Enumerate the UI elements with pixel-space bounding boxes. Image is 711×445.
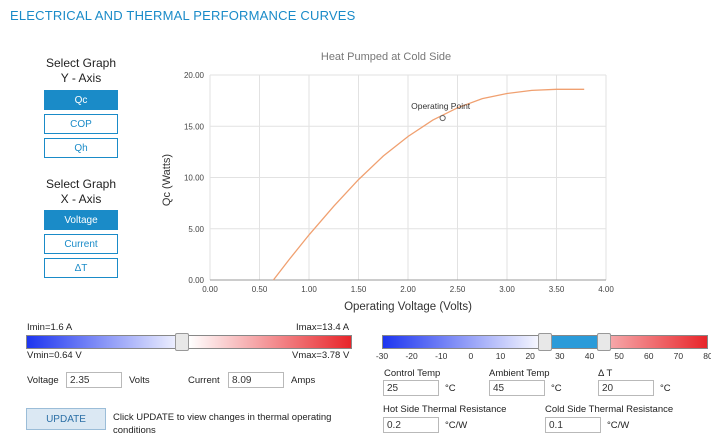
x-axis-label-line2: X - Axis (60, 192, 102, 206)
chart-y-tick-label: 0.00 (188, 276, 204, 285)
temperature-tick-label: -10 (435, 351, 448, 361)
delta-t-field[interactable] (598, 380, 654, 396)
control-temp-thumb[interactable] (538, 333, 552, 351)
current-label: Current (188, 375, 220, 386)
temperature-tick-label: 80 (703, 351, 711, 361)
hot-side-resistance-field[interactable] (383, 417, 439, 433)
temperature-tick-label: -20 (405, 351, 418, 361)
y-axis-selector: Select Graph Y - Axis (36, 56, 126, 86)
cold-side-resistance-field[interactable] (545, 417, 601, 433)
current-field[interactable] (228, 372, 284, 388)
vmax-label: Vmax=3.78 V (292, 350, 350, 361)
control-temp-label: Control Temp (384, 368, 441, 379)
delta-t-label: Δ T (598, 368, 613, 379)
temperature-tick-label: 60 (643, 351, 654, 361)
performance-chart: Heat Pumped at Cold Side 0.00 0.50 1.00 1.5… (161, 51, 614, 313)
ambient-temp-unit: °C (551, 383, 562, 394)
imin-label: Imin=1.6 A (27, 322, 73, 333)
temperature-tick-label: 50 (614, 351, 624, 361)
ambient-temp-field[interactable] (489, 380, 545, 396)
y-axis-label-line1: Select Graph (45, 56, 117, 70)
chart-y-tick-label: 5.00 (188, 225, 204, 234)
chart-title: Heat Pumped at Cold Side (321, 51, 451, 63)
cold-side-resistance-unit: °C/W (607, 420, 630, 431)
x-axis-label-line1: Select Graph (45, 177, 117, 191)
chart-y-axis-label: Qc (Watts) (161, 154, 173, 206)
operating-point-label: Operating Point (411, 101, 471, 111)
temperature-tick-label: 20 (525, 351, 535, 361)
x-axis-selector: Select Graph X - Axis (36, 177, 126, 207)
temperature-tick-label: 10 (495, 351, 506, 361)
chart-x-tick-label: 0.50 (252, 285, 268, 294)
x-option-delta-t-button[interactable]: ΔT (44, 258, 118, 278)
voltage-unit: Volts (129, 375, 150, 386)
chart-series-line (272, 88, 585, 281)
chart-y-tick-label: 10.00 (184, 174, 205, 183)
temperature-tick-label: 40 (584, 351, 595, 361)
chart-x-tick-label: 1.00 (301, 285, 317, 294)
chart-x-tick-label: 3.00 (499, 285, 515, 294)
y-axis-label-line2: Y - Axis (60, 71, 102, 85)
temperature-tick-label: 70 (673, 351, 684, 361)
hot-side-resistance-label: Hot Side Thermal Resistance (383, 404, 507, 415)
temperature-range-band (545, 336, 605, 348)
page-title: ELECTRICAL AND THERMAL PERFORMANCE CURVE… (10, 8, 356, 23)
x-option-current-button[interactable]: Current (44, 234, 118, 254)
y-option-cop-button[interactable]: COP (44, 114, 118, 134)
chart-x-tick-label: 0.00 (202, 285, 218, 294)
ambient-temp-label: Ambient Temp (489, 368, 550, 379)
control-temp-unit: °C (445, 383, 456, 394)
temperature-tick-label: -30 (375, 351, 389, 361)
hot-side-resistance-unit: °C/W (445, 420, 468, 431)
temperature-tick-label: 30 (555, 351, 565, 361)
y-option-qh-button[interactable]: Qh (44, 138, 118, 158)
vmin-label: Vmin=0.64 V (27, 350, 82, 361)
x-option-voltage-button[interactable]: Voltage (44, 210, 118, 230)
imax-label: Imax=13.4 A (296, 322, 350, 333)
voltage-field[interactable] (66, 372, 122, 388)
delta-t-unit: °C (660, 383, 671, 394)
chart-x-axis-label: Operating Voltage (Volts) (344, 301, 472, 313)
current-slider-thumb[interactable] (175, 333, 190, 351)
y-option-qc-button[interactable]: Qc (44, 90, 118, 110)
chart-y-tick-label: 20.00 (184, 71, 205, 80)
chart-x-tick-label: 1.50 (351, 285, 367, 294)
ambient-temp-thumb[interactable] (597, 333, 612, 351)
chart-x-tick-label: 2.50 (450, 285, 466, 294)
current-unit: Amps (291, 375, 316, 386)
update-button[interactable]: UPDATE (26, 408, 106, 430)
chart-x-tick-label: 4.00 (598, 285, 614, 294)
cold-side-resistance-label: Cold Side Thermal Resistance (545, 404, 674, 415)
temperature-tick-label: 0 (468, 351, 474, 361)
operating-point-marker (439, 114, 446, 122)
update-hint: Click UPDATE to view changes in thermal … (113, 412, 332, 436)
chart-y-tick-label: 15.00 (184, 122, 205, 131)
voltage-label: Voltage (27, 375, 59, 386)
control-temp-field[interactable] (383, 380, 439, 396)
chart-x-tick-label: 3.50 (549, 285, 565, 294)
chart-x-tick-label: 2.00 (400, 285, 416, 294)
